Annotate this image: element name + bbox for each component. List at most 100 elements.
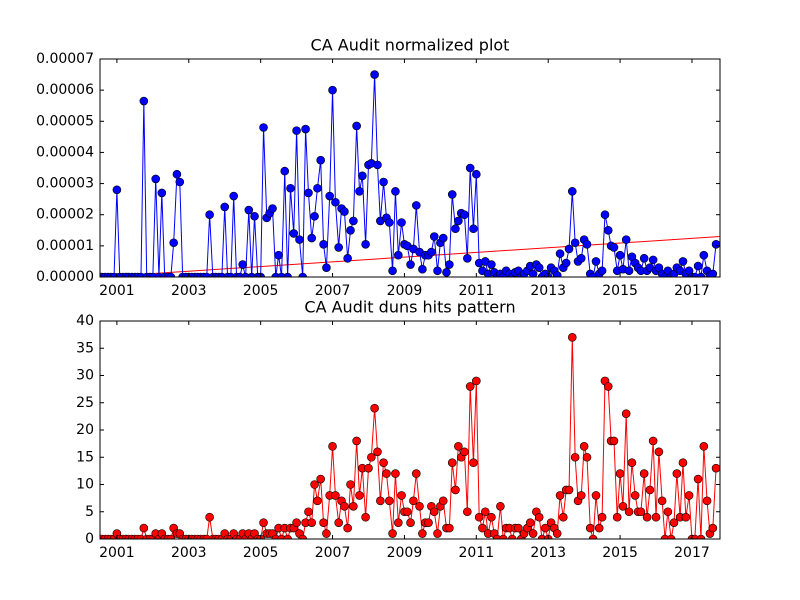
data-point — [411, 469, 421, 478]
data-point — [388, 529, 397, 538]
y-tick-label: 0.00005 — [36, 113, 94, 129]
data-point — [238, 260, 247, 269]
data-point — [438, 496, 448, 506]
data-point — [487, 260, 496, 269]
data-point — [711, 463, 720, 473]
data-point — [259, 123, 268, 132]
data-point — [567, 187, 577, 196]
data-point — [663, 507, 673, 517]
data-point — [651, 512, 661, 522]
y-tick-label: 0.00006 — [36, 82, 94, 98]
data-point — [534, 512, 544, 522]
data-point — [424, 518, 433, 527]
data-point — [346, 225, 355, 235]
data-point — [576, 491, 586, 500]
data-point — [313, 496, 322, 506]
data-point — [382, 469, 391, 478]
data-point — [307, 518, 317, 527]
data-point — [463, 254, 472, 263]
data-point — [402, 507, 412, 517]
data-point — [301, 124, 310, 134]
data-point — [585, 523, 595, 533]
data-point — [280, 166, 290, 176]
chart-title: CA Audit duns hits pattern — [304, 298, 515, 317]
y-tick-label: 30 — [76, 368, 94, 384]
data-point — [678, 458, 688, 468]
x-tick-label: 2013 — [530, 283, 566, 299]
data-point — [609, 243, 619, 252]
data-point — [334, 518, 343, 527]
data-point — [615, 250, 625, 260]
y-tick-label: 0 — [85, 531, 94, 547]
data-point — [331, 491, 340, 500]
data-point — [576, 254, 586, 263]
data-point — [328, 85, 337, 95]
data-point — [684, 491, 694, 500]
data-point — [411, 201, 421, 210]
data-point — [708, 269, 718, 277]
data-point — [391, 187, 400, 196]
data-point — [702, 496, 712, 506]
data-point — [334, 243, 343, 252]
data-point — [666, 534, 676, 539]
data-point — [220, 202, 230, 212]
data-point — [558, 512, 568, 522]
data-point — [627, 458, 637, 468]
data-point — [289, 229, 299, 238]
data-point — [552, 529, 562, 538]
data-point — [349, 216, 358, 226]
data-point — [343, 523, 352, 533]
data-point — [331, 197, 340, 207]
data-point — [564, 485, 574, 495]
y-tick-label: 0.00003 — [36, 176, 94, 192]
x-tick-label: 2009 — [387, 283, 423, 299]
data-point — [621, 235, 631, 244]
data-point — [465, 382, 475, 391]
data-point — [528, 529, 538, 538]
x-tick-label: 2011 — [458, 283, 494, 299]
x-tick-label: 2017 — [674, 283, 710, 299]
data-point — [112, 185, 122, 195]
y-tick-label: 35 — [76, 340, 94, 356]
data-point — [349, 501, 358, 511]
data-point — [669, 518, 679, 527]
data-point — [460, 447, 469, 457]
data-point — [552, 271, 562, 277]
data-point — [472, 169, 481, 179]
data-point — [624, 266, 634, 276]
data-point — [367, 452, 376, 462]
data-point — [352, 436, 361, 446]
data-point — [415, 501, 424, 511]
data-point — [310, 480, 319, 489]
data-point — [307, 233, 317, 243]
data-point — [373, 447, 382, 457]
data-point — [139, 96, 149, 106]
data-point — [205, 210, 214, 220]
data-point — [139, 523, 149, 533]
data-point — [454, 442, 463, 451]
x-tick-label: 2015 — [602, 283, 638, 299]
data-point — [693, 474, 703, 484]
x-tick-label: 2007 — [315, 283, 351, 299]
data-point — [465, 163, 475, 173]
y-tick-label: 10 — [76, 477, 94, 493]
trend-line — [100, 236, 720, 277]
data-point — [166, 534, 176, 539]
data-point — [541, 523, 550, 533]
data-point — [597, 512, 607, 522]
data-point — [346, 480, 355, 489]
data-point — [447, 190, 457, 199]
data-point — [418, 529, 427, 538]
data-point — [496, 501, 505, 511]
y-tick-label: 0.00004 — [36, 144, 94, 160]
data-point — [397, 491, 406, 500]
data-point — [358, 171, 367, 181]
data-point — [394, 250, 403, 260]
data-point — [597, 266, 607, 276]
data-point — [322, 263, 331, 272]
data-point — [648, 255, 658, 265]
data-point — [612, 512, 622, 522]
data-point — [429, 232, 439, 241]
y-tick-label: 25 — [76, 395, 94, 411]
data-point — [429, 507, 439, 517]
